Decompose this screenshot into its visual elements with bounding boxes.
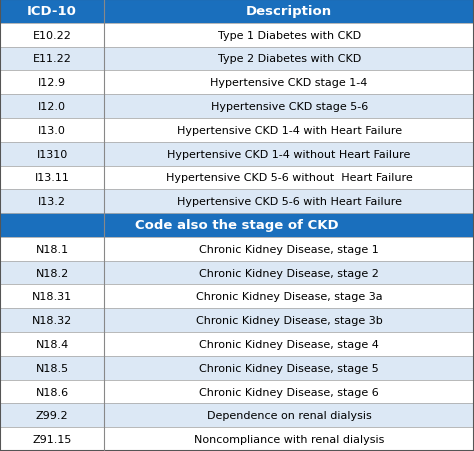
- Text: N18.2: N18.2: [36, 268, 69, 278]
- Text: I12.9: I12.9: [38, 78, 66, 88]
- Text: Description: Description: [246, 5, 332, 18]
- FancyBboxPatch shape: [0, 404, 104, 427]
- FancyBboxPatch shape: [0, 95, 104, 119]
- FancyBboxPatch shape: [104, 190, 474, 214]
- Text: Dependence on renal dialysis: Dependence on renal dialysis: [207, 410, 372, 420]
- FancyBboxPatch shape: [0, 332, 104, 356]
- FancyBboxPatch shape: [0, 143, 104, 166]
- Text: N18.5: N18.5: [36, 363, 69, 373]
- FancyBboxPatch shape: [104, 237, 474, 261]
- FancyBboxPatch shape: [0, 237, 104, 261]
- Text: Hypertensive CKD stage 5-6: Hypertensive CKD stage 5-6: [210, 102, 368, 112]
- Text: Chronic Kidney Disease, stage 1: Chronic Kidney Disease, stage 1: [199, 244, 379, 254]
- Text: N18.4: N18.4: [36, 339, 69, 349]
- FancyBboxPatch shape: [0, 261, 104, 285]
- FancyBboxPatch shape: [104, 71, 474, 95]
- Text: N18.32: N18.32: [32, 315, 72, 326]
- Text: Hypertensive CKD 1-4 without Heart Failure: Hypertensive CKD 1-4 without Heart Failu…: [167, 149, 411, 159]
- Text: Hypertensive CKD stage 1-4: Hypertensive CKD stage 1-4: [210, 78, 368, 88]
- FancyBboxPatch shape: [0, 285, 104, 308]
- Text: Chronic Kidney Disease, stage 6: Chronic Kidney Disease, stage 6: [199, 387, 379, 396]
- Text: Type 1 Diabetes with CKD: Type 1 Diabetes with CKD: [218, 31, 361, 41]
- FancyBboxPatch shape: [104, 308, 474, 332]
- Text: Chronic Kidney Disease, stage 2: Chronic Kidney Disease, stage 2: [199, 268, 379, 278]
- Text: Type 2 Diabetes with CKD: Type 2 Diabetes with CKD: [218, 55, 361, 64]
- FancyBboxPatch shape: [104, 285, 474, 308]
- FancyBboxPatch shape: [104, 166, 474, 190]
- FancyBboxPatch shape: [0, 356, 104, 380]
- FancyBboxPatch shape: [0, 380, 104, 404]
- Text: I1310: I1310: [36, 149, 68, 159]
- Text: Chronic Kidney Disease, stage 3b: Chronic Kidney Disease, stage 3b: [196, 315, 383, 326]
- Text: Chronic Kidney Disease, stage 5: Chronic Kidney Disease, stage 5: [199, 363, 379, 373]
- FancyBboxPatch shape: [104, 24, 474, 47]
- Text: Chronic Kidney Disease, stage 3a: Chronic Kidney Disease, stage 3a: [196, 292, 383, 302]
- Text: Hypertensive CKD 5-6 without  Heart Failure: Hypertensive CKD 5-6 without Heart Failu…: [166, 173, 412, 183]
- Text: I13.11: I13.11: [35, 173, 70, 183]
- FancyBboxPatch shape: [104, 261, 474, 285]
- Text: I12.0: I12.0: [38, 102, 66, 112]
- FancyBboxPatch shape: [104, 356, 474, 380]
- Text: I13.2: I13.2: [38, 197, 66, 207]
- FancyBboxPatch shape: [0, 119, 104, 143]
- Text: E10.22: E10.22: [33, 31, 72, 41]
- Text: E11.22: E11.22: [33, 55, 72, 64]
- FancyBboxPatch shape: [104, 119, 474, 143]
- Text: Z99.2: Z99.2: [36, 410, 68, 420]
- Text: N18.31: N18.31: [32, 292, 72, 302]
- FancyBboxPatch shape: [104, 95, 474, 119]
- Text: Hypertensive CKD 5-6 with Heart Failure: Hypertensive CKD 5-6 with Heart Failure: [177, 197, 401, 207]
- Text: Hypertensive CKD 1-4 with Heart Failure: Hypertensive CKD 1-4 with Heart Failure: [177, 125, 401, 136]
- FancyBboxPatch shape: [0, 427, 104, 451]
- FancyBboxPatch shape: [0, 71, 104, 95]
- FancyBboxPatch shape: [0, 308, 104, 332]
- FancyBboxPatch shape: [104, 47, 474, 71]
- FancyBboxPatch shape: [0, 47, 104, 71]
- Text: ICD-10: ICD-10: [27, 5, 77, 18]
- Text: Chronic Kidney Disease, stage 4: Chronic Kidney Disease, stage 4: [199, 339, 379, 349]
- FancyBboxPatch shape: [0, 24, 104, 47]
- Text: Code also the stage of CKD: Code also the stage of CKD: [135, 219, 339, 232]
- Text: N18.1: N18.1: [36, 244, 69, 254]
- FancyBboxPatch shape: [0, 166, 104, 190]
- Text: Noncompliance with renal dialysis: Noncompliance with renal dialysis: [194, 434, 384, 444]
- FancyBboxPatch shape: [104, 427, 474, 451]
- FancyBboxPatch shape: [0, 190, 104, 214]
- FancyBboxPatch shape: [104, 332, 474, 356]
- Text: I13.0: I13.0: [38, 125, 66, 136]
- FancyBboxPatch shape: [104, 143, 474, 166]
- Text: N18.6: N18.6: [36, 387, 69, 396]
- FancyBboxPatch shape: [0, 0, 104, 24]
- Text: Z91.15: Z91.15: [32, 434, 72, 444]
- FancyBboxPatch shape: [104, 404, 474, 427]
- FancyBboxPatch shape: [104, 0, 474, 24]
- FancyBboxPatch shape: [104, 380, 474, 404]
- FancyBboxPatch shape: [0, 214, 474, 237]
